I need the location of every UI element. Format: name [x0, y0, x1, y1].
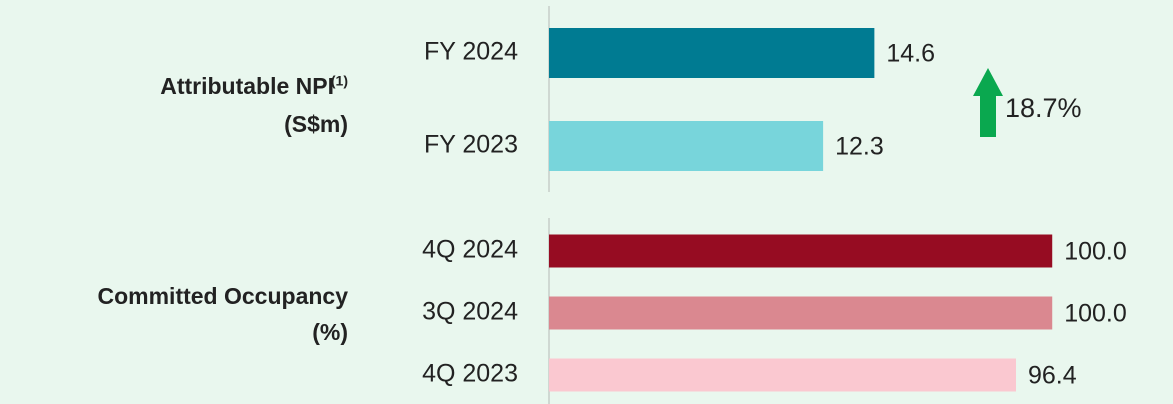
value-label: 100.0: [1064, 238, 1127, 266]
chart-unit: (S$m): [284, 111, 348, 137]
value-label: 96.4: [1028, 362, 1077, 390]
increase-arrow: [973, 68, 1003, 137]
bar: [549, 358, 1016, 392]
bar: [549, 296, 1053, 330]
category-label: FY 2023: [424, 131, 518, 159]
chart-unit: (%): [312, 319, 348, 345]
bar: [549, 234, 1053, 268]
category-label: 4Q 2024: [422, 236, 518, 264]
value-label: 12.3: [835, 133, 884, 161]
value-label: 100.0: [1064, 300, 1127, 328]
annotation: 18.7%: [1005, 93, 1082, 123]
chart-title: Committed Occupancy: [98, 283, 349, 309]
category-label: 4Q 2023: [422, 360, 518, 388]
category-label: 3Q 2024: [422, 298, 518, 326]
bar: [549, 121, 824, 171]
bar: [549, 28, 875, 78]
category-label: FY 2024: [424, 38, 518, 66]
footnote-ref: (1): [331, 73, 348, 89]
value-label: 14.6: [886, 40, 935, 68]
chart-title: Attributable NPI: [160, 73, 334, 99]
